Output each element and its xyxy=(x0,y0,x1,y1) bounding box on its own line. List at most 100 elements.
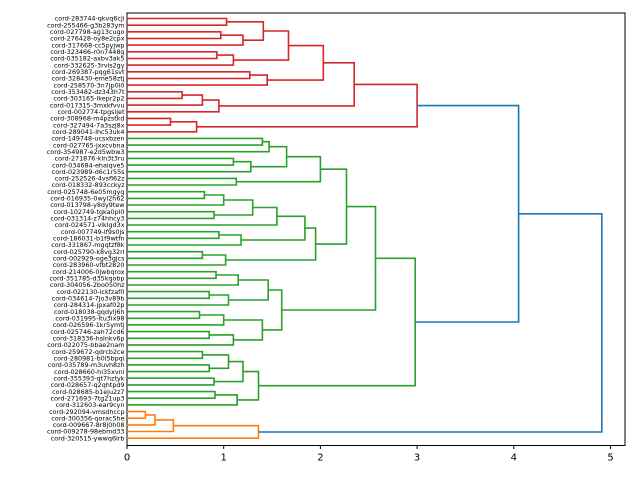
leaf-label: cord-025790-k8vg32rl xyxy=(53,248,124,256)
x-tick-label: 3 xyxy=(414,453,420,464)
leaf-label: cord-354987-e2d5wbw3 xyxy=(47,148,125,156)
dendrogram-link xyxy=(228,279,269,301)
dendrogram-link xyxy=(237,370,260,401)
leaf-label: cord-318336-hslnkv6p xyxy=(53,334,125,342)
leaf-label: cord-017315-3mxkfvvu xyxy=(50,101,125,109)
dendrogram-link xyxy=(127,390,216,399)
plot-border xyxy=(126,12,626,446)
x-tick-label: 5 xyxy=(607,453,613,464)
dendrogram-link xyxy=(127,314,225,326)
dendrogram-link xyxy=(226,21,265,41)
leaf-label: cord-018038-gqdylj6h xyxy=(54,308,125,316)
leaf-label: cord-276428-oy8e2cpx xyxy=(50,35,124,43)
dendrogram-link xyxy=(127,94,204,106)
dendrogram-link xyxy=(127,234,242,246)
leaf-label: cord-259672-qdrcb2ce xyxy=(52,348,125,356)
leaf-label: cord-353482-dz343h7t xyxy=(51,88,125,96)
leaf-label: cord-025748-6e05mgyg xyxy=(47,188,124,196)
leaf-label: cord-284314-jpxaf02p xyxy=(54,301,125,309)
dendrogram-link xyxy=(127,310,201,320)
dendrogram-link xyxy=(127,394,238,406)
dendrogram-link xyxy=(127,157,235,166)
leaf-label: cord-016935-0wyl2h62 xyxy=(50,195,124,203)
dendrogram-link xyxy=(236,155,322,183)
x-tick-label: 2 xyxy=(317,453,323,464)
dendrogram-link xyxy=(127,160,252,173)
leaf-label: cord-031314-z74hhcy3 xyxy=(51,215,125,223)
leaf-label: cord-027798-ag13cugo xyxy=(50,28,125,36)
leaf-label: cord-034614-7jo3v89b xyxy=(52,295,125,303)
leaf-label: cord-300356-qorac5he xyxy=(51,414,124,422)
leaf-label: cord-280981-b0l5bpqi xyxy=(54,354,125,362)
dendrogram-link xyxy=(127,294,230,306)
leaf-label: cord-009278-98ebmd33 xyxy=(47,428,125,436)
x-tick-label: 1 xyxy=(221,453,227,464)
dendrogram-link xyxy=(262,289,283,331)
dendrogram-link xyxy=(127,330,210,340)
leaf-label: cord-303165-lkepr2p2 xyxy=(53,95,124,103)
dendrogram-link xyxy=(127,99,220,113)
dendrogram-link xyxy=(415,104,520,323)
leaf-label: cord-031995-itu3ix98 xyxy=(55,314,124,322)
leaf-label: cord-007749-lf9s0js xyxy=(61,228,125,236)
leaf-label: cord-018332-893cckyz xyxy=(52,181,125,189)
leaf-label: cord-252526-4vsfl62z xyxy=(55,175,125,183)
dendrogram-link xyxy=(127,254,227,266)
dendrogram-link xyxy=(127,194,225,206)
leaf-label: cord-023989-d6c1r55s xyxy=(52,168,125,176)
dendrogram-link xyxy=(202,354,230,370)
dendrogram-link xyxy=(127,419,175,433)
leaf-label: cord-024571-vlklgd3x xyxy=(55,221,125,229)
leaf-label: cord-258570-3n7jp0l0 xyxy=(54,81,125,89)
leaf-label: cord-002929-oge3gjcs xyxy=(53,255,125,263)
dendrogram-link xyxy=(223,319,264,341)
dendrogram-link xyxy=(127,71,251,80)
dendrogram-link xyxy=(127,17,228,26)
dendrogram-link xyxy=(127,274,239,286)
dendrogram-link xyxy=(127,377,215,386)
dendrogram-link xyxy=(258,213,603,433)
dendrogram-link xyxy=(214,199,254,216)
leaf-label: cord-028657-q2qhtpd9 xyxy=(51,381,125,389)
leaf-label: cord-317668-cc5pyjwp xyxy=(52,41,125,49)
leaf-label: cord-035789-m3uvh8zh xyxy=(48,361,125,369)
leaf-label: cord-320515-ywwq6lrb xyxy=(51,434,125,442)
dendrogram-link xyxy=(127,230,220,240)
dendrogram-link xyxy=(127,140,270,153)
leaf-label: cord-328430-eme58ztj xyxy=(52,75,125,83)
leaf-label: cord-304056-2bo050hz xyxy=(50,281,125,289)
dendrogram-link xyxy=(127,121,198,133)
dendrogram-link xyxy=(127,137,264,146)
dendrogram-link xyxy=(127,410,147,419)
leaf-label: cord-028685-b1eju2z7 xyxy=(52,388,124,396)
leaf-label: cord-351785-d35kqobp xyxy=(50,275,125,283)
dendrogram-link xyxy=(127,334,235,346)
leaf-label: cord-013798-y8dy9tew xyxy=(50,201,124,209)
leaf-label: cord-292094-vmsdhccp xyxy=(49,408,124,416)
leaf-label: cord-214006-0jwbqrox xyxy=(52,268,124,276)
dendrogram-link xyxy=(127,364,210,373)
leaf-label: cord-323466-r0n7448g xyxy=(50,48,124,56)
dendrogram-link xyxy=(127,31,222,40)
leaf-label: cord-002774-tpgsijet xyxy=(58,108,125,116)
dendrogram-link xyxy=(127,190,206,200)
leaf-label: cord-289041-lhc53uk4 xyxy=(52,128,124,136)
dendrogram-link xyxy=(127,210,215,220)
leaf-label: cord-332625-3rvis2gy xyxy=(54,61,125,69)
leaf-label: cord-022075-bbae2nam xyxy=(47,341,124,349)
dendrogram-link xyxy=(127,206,278,226)
dendrogram-link xyxy=(127,177,238,186)
leaf-label: cord-102749-tgka0pl0 xyxy=(53,208,124,216)
dendrogram-link xyxy=(281,205,377,311)
dendrogram-link xyxy=(127,414,156,426)
x-tick-label: 0 xyxy=(124,453,130,464)
leaf-label: cord-255466-g3b283ym xyxy=(47,21,124,29)
dendrogram-link xyxy=(267,44,325,81)
leaf-label: cord-283744-qkvq6cji xyxy=(55,15,125,23)
dendrogram-link xyxy=(127,51,218,60)
leaf-label: cord-283960-vfbt2820 xyxy=(53,261,125,269)
leaf-label: cord-269387-pqg61svt xyxy=(52,68,125,76)
leaf-label: cord-027765-jxxcvbna xyxy=(53,141,125,149)
